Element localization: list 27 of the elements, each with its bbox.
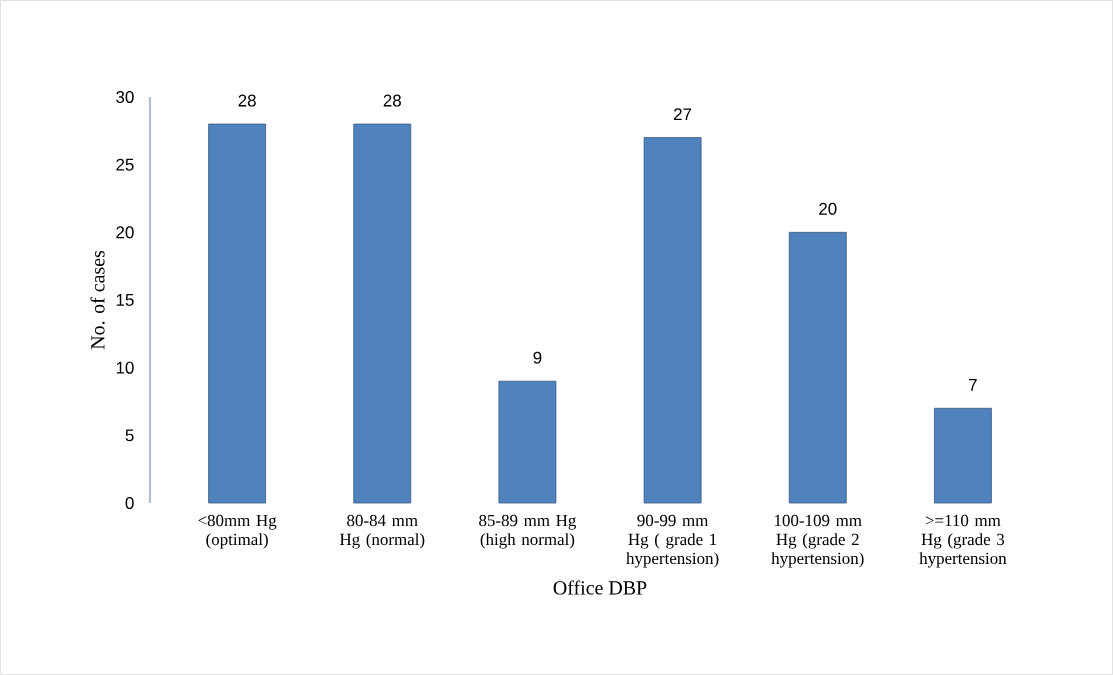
y-tick-label: 30 [116,91,134,103]
bar [353,123,412,504]
x-tick-label: 90-99 mm Hg ( grade 1 hypertension) [626,514,719,568]
y-tick-label: 10 [116,361,134,374]
y-tick-label: 20 [116,226,134,239]
data-label: 28 [383,94,401,107]
bar [934,407,992,504]
bar [498,380,557,504]
x-axis-title: Office DBP [553,580,647,595]
y-axis-title: No. of cases [90,250,105,350]
data-label: 28 [238,94,256,107]
x-tick-label: 100-109 mm Hg (grade 2 hypertension) [771,514,864,568]
data-label: 9 [533,351,542,364]
y-tick-label: 25 [116,158,134,171]
bar [643,137,702,504]
x-tick-label: 85-89 mm Hg (high normal) [479,514,577,549]
data-label: 7 [969,379,977,391]
x-tick-label: <80mm Hg (optimal) [198,514,277,549]
y-tick-label: 5 [125,429,134,442]
data-label: 27 [674,108,692,121]
data-label: 20 [819,202,837,215]
y-tick-label: 15 [116,294,134,306]
bar [788,231,847,504]
bar [208,123,266,504]
x-tick-label: 80-84 mm Hg (normal) [339,514,425,549]
y-tick-label: 0 [125,497,134,509]
x-tick-label: >=110 mm Hg (grade 3 hypertension [919,514,1007,568]
